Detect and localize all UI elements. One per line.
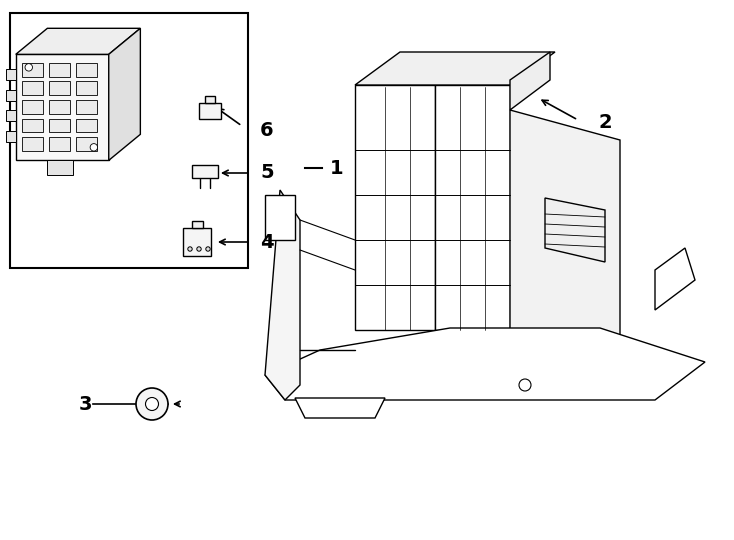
Bar bbox=[22, 100, 43, 114]
Bar bbox=[76, 100, 97, 114]
Circle shape bbox=[145, 397, 159, 410]
Bar bbox=[76, 63, 97, 77]
Polygon shape bbox=[295, 398, 385, 418]
Polygon shape bbox=[199, 103, 221, 119]
Polygon shape bbox=[192, 221, 203, 228]
Polygon shape bbox=[655, 248, 695, 310]
Bar bbox=[76, 118, 97, 132]
Polygon shape bbox=[15, 55, 109, 160]
Polygon shape bbox=[7, 131, 15, 142]
Polygon shape bbox=[109, 28, 140, 160]
Circle shape bbox=[136, 388, 168, 420]
Circle shape bbox=[188, 247, 192, 251]
Polygon shape bbox=[510, 52, 550, 110]
Bar bbox=[22, 63, 43, 77]
Polygon shape bbox=[205, 96, 215, 103]
Polygon shape bbox=[183, 228, 211, 256]
Bar bbox=[22, 137, 43, 151]
Bar bbox=[49, 118, 70, 132]
Bar bbox=[22, 82, 43, 95]
Circle shape bbox=[90, 144, 98, 151]
Text: 5: 5 bbox=[260, 164, 274, 183]
Polygon shape bbox=[265, 195, 295, 240]
Polygon shape bbox=[7, 69, 15, 80]
Bar bbox=[49, 63, 70, 77]
Polygon shape bbox=[355, 85, 435, 330]
Bar bbox=[10, 13, 248, 268]
Polygon shape bbox=[355, 52, 555, 85]
Polygon shape bbox=[192, 165, 218, 178]
Text: 4: 4 bbox=[260, 233, 274, 252]
Polygon shape bbox=[7, 90, 15, 101]
Text: 2: 2 bbox=[598, 112, 611, 132]
Polygon shape bbox=[545, 198, 605, 262]
Circle shape bbox=[25, 64, 32, 71]
Circle shape bbox=[519, 379, 531, 391]
Bar bbox=[49, 82, 70, 95]
Circle shape bbox=[197, 247, 201, 251]
Text: 3: 3 bbox=[79, 395, 92, 414]
Polygon shape bbox=[48, 160, 73, 176]
Polygon shape bbox=[265, 190, 300, 400]
Circle shape bbox=[206, 247, 210, 251]
Text: 1: 1 bbox=[330, 159, 344, 178]
Bar bbox=[76, 137, 97, 151]
Bar bbox=[76, 82, 97, 95]
Polygon shape bbox=[265, 328, 705, 400]
Polygon shape bbox=[7, 110, 15, 122]
Bar bbox=[49, 137, 70, 151]
Polygon shape bbox=[15, 28, 140, 55]
Bar bbox=[49, 100, 70, 114]
Polygon shape bbox=[435, 85, 510, 330]
Polygon shape bbox=[510, 110, 620, 358]
Bar bbox=[22, 118, 43, 132]
Text: 6: 6 bbox=[260, 120, 274, 139]
